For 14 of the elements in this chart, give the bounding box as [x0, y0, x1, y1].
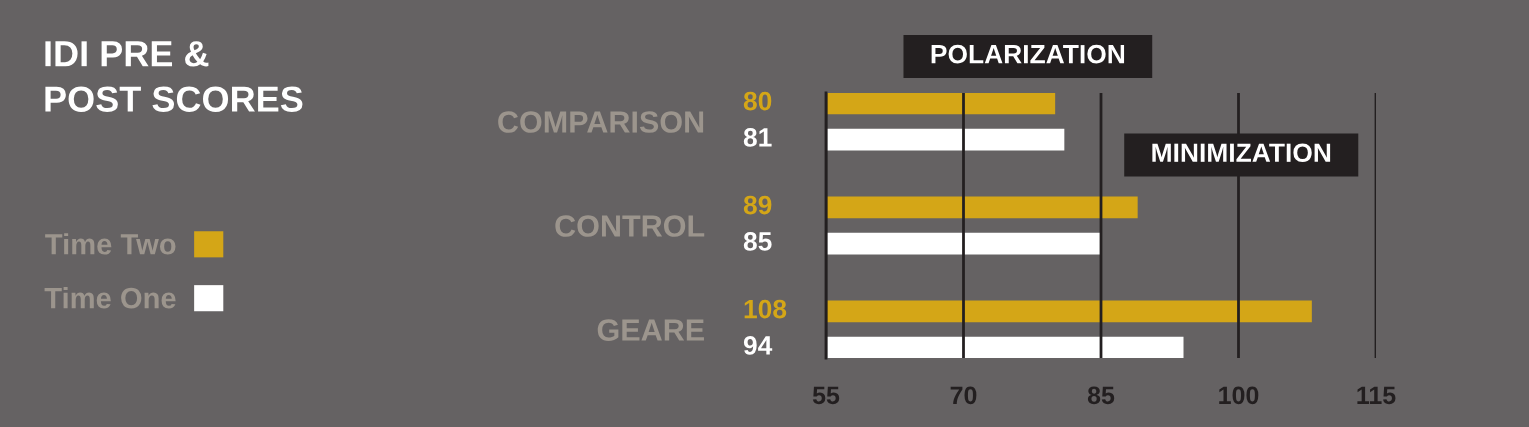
x-tick-label: 55: [812, 386, 840, 405]
x-tick-label: 70: [950, 386, 977, 405]
x-tick-label: 115: [1357, 386, 1396, 405]
data-label: 81: [743, 128, 772, 147]
x-tick-label: 100: [1219, 386, 1259, 405]
annotation: MINIMIZATION: [1152, 143, 1331, 163]
data-label: 89: [743, 195, 772, 215]
data-label: 108: [744, 299, 787, 319]
data-label: 85: [743, 232, 772, 251]
text: IDI PRE & POST SCORES: [45, 41, 303, 112]
data-label: 80: [743, 91, 772, 111]
x-tick-label: 85: [1087, 386, 1115, 405]
text: POLARIZATION: [931, 44, 1125, 64]
data-label: 94: [743, 336, 773, 355]
